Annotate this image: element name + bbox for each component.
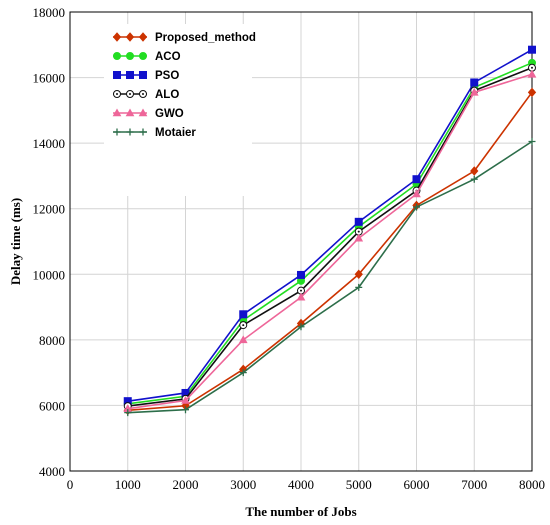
series-line-gwo [127,73,533,410]
y-axis-label: Delay time (ms) [8,198,23,285]
data-point-pso [412,175,421,184]
legend-label: ALO [155,89,179,101]
legend-marker [112,32,122,42]
x-tick-label: 0 [67,477,74,492]
legend-label: GWO [155,108,184,120]
y-tick-label: 12000 [33,202,66,217]
data-point-motaier [470,175,478,183]
legend-item-proposed-method: Proposed_method [112,32,256,44]
legend-marker [125,108,135,117]
data-point-gwo [469,87,479,96]
data-point-pso [470,78,479,87]
y-tick-label: 14000 [33,136,66,151]
legend-label: ACO [155,51,181,63]
data-point-alo [239,321,248,330]
series-line-motaier [127,140,533,414]
data-point-pso [297,270,305,279]
legend-item-gwo: GWO [112,108,184,120]
legend-marker [138,108,148,117]
data-point-proposed-method [470,166,479,176]
legend-marker [113,71,121,79]
legend-label: PSO [155,70,179,82]
series-group [123,45,537,417]
y-tick-label: 6000 [39,398,65,413]
x-tick-label: 6000 [404,477,430,492]
series-line-proposed-method [127,91,533,412]
data-point-gwo [238,335,248,344]
legend-marker [113,90,121,98]
series-motaier [124,138,536,417]
y-tick-label: 4000 [39,464,65,479]
x-tick-label: 2000 [173,477,199,492]
legend-item-alo: ALO [113,89,179,101]
legend-label: Proposed_method [155,32,256,44]
legend-marker [139,52,147,60]
legend-marker [126,128,134,136]
plot-frame [69,11,533,472]
data-point-gwo [296,292,306,301]
data-point-motaier [182,406,189,414]
x-tick-label: 3000 [230,477,256,492]
data-point-gwo [527,69,537,78]
data-point-motaier [297,323,305,331]
x-tick-label: 7000 [461,477,487,492]
data-point-motaier [528,138,536,146]
data-point-proposed-method [527,87,537,98]
x-tick-label: 8000 [519,477,545,492]
legend-marker [126,71,134,79]
data-point-proposed-method [354,269,363,280]
legend-marker [112,108,122,117]
x-axis-label: The number of Jobs [245,504,356,519]
data-point-gwo [412,189,421,198]
legend-marker [139,90,147,98]
data-point-gwo [354,233,364,242]
x-tick-label: 5000 [346,477,372,492]
legend-marker [139,128,147,136]
data-point-pso [528,45,536,54]
axis-ticks: 0 1000 2000 3000 4000 5000 6000 7000 8000 4000 600… [33,5,546,492]
legend-marker [113,52,121,60]
legend-label: Motaier [155,127,196,139]
series-line-aco [127,62,533,405]
y-tick-label: 16000 [33,71,66,86]
legend: Proposed_method ACO PSO ALO GWO Motaier [104,24,256,196]
legend-marker [138,32,148,42]
legend-item-pso: PSO [113,70,179,82]
data-point-motaier [124,409,132,417]
data-point-pso [239,310,248,319]
series-line-alo [127,66,533,407]
legend-marker [125,32,135,42]
legend-item-motaier: Motaier [113,127,196,139]
data-point-motaier [239,369,247,377]
y-tick-label: 10000 [33,267,66,282]
legend-marker [139,71,147,79]
legend-marker [126,52,134,60]
x-tick-label: 4000 [288,477,314,492]
data-point-motaier [413,203,420,211]
series-pso [123,45,536,406]
x-tick-label: 1000 [115,477,141,492]
y-tick-label: 18000 [33,5,66,20]
series-alo [123,63,536,411]
series-line-pso [127,49,533,402]
data-point-motaier [355,283,363,291]
y-tick-label: 8000 [39,333,65,348]
data-point-gwo [181,395,190,404]
data-point-pso [354,217,363,226]
legend-marker [126,90,134,98]
legend-marker [113,128,121,136]
legend-item-aco: ACO [113,51,181,63]
